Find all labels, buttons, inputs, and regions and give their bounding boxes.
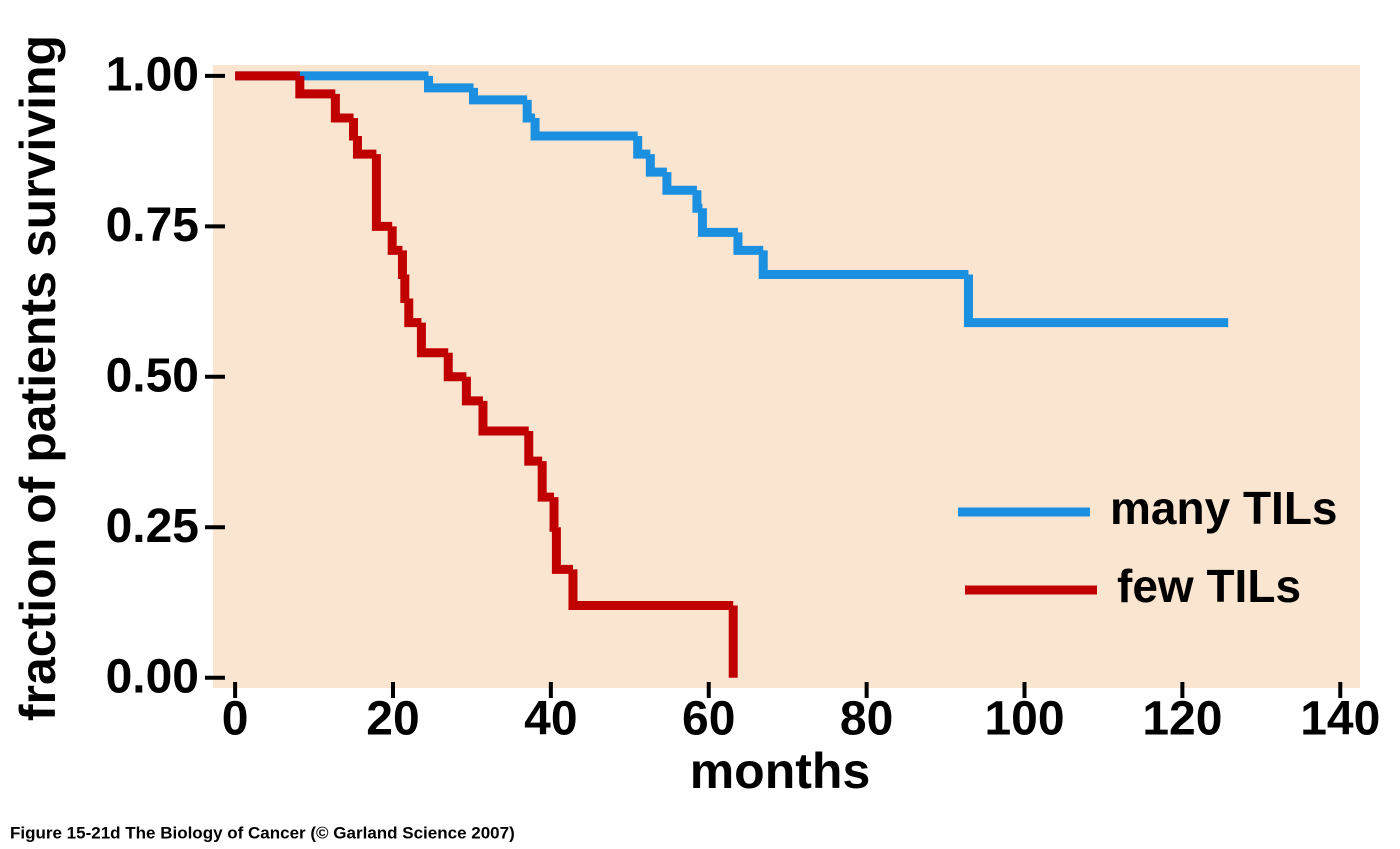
x-tick-label: 80 <box>840 693 893 746</box>
survival-step <box>645 154 667 177</box>
plot: 0 20 40 60 80 100 120 140 0.00 0.25 0.50 0.75 1.00 ma… <box>106 49 1381 746</box>
survival-step <box>330 93 354 123</box>
survival-step <box>530 117 638 141</box>
y-tick-label: 0.50 <box>106 349 199 402</box>
survival-step <box>537 461 555 502</box>
legend-label: few TILs <box>1117 560 1301 612</box>
survival-step <box>443 352 467 382</box>
survival-step <box>349 117 359 141</box>
survival-step <box>461 376 483 406</box>
y-tick-label: 0.75 <box>106 199 199 252</box>
x-tick-label: 140 <box>1300 693 1380 746</box>
y-tick-label: 0.00 <box>106 650 199 703</box>
survival-step <box>469 87 528 105</box>
y-tick-label: 0.25 <box>106 500 199 553</box>
x-tick-label: 120 <box>1142 693 1222 746</box>
survival-step <box>397 250 407 279</box>
survival-step <box>522 99 536 123</box>
x-tick-label: 100 <box>984 693 1064 746</box>
survival-step <box>758 250 969 279</box>
x-tick-label: 20 <box>366 693 419 746</box>
legend-label: many TILs <box>1110 482 1338 534</box>
survival-step <box>697 208 738 237</box>
survival-step <box>424 75 474 93</box>
survival-step <box>404 298 422 328</box>
survival-step <box>568 569 734 611</box>
y-axis-label: fraction of patients surviving <box>10 35 66 721</box>
y-tick-label: 1.00 <box>106 49 199 102</box>
survival-step <box>733 232 764 255</box>
survival-step <box>295 75 336 99</box>
x-axis-label: months <box>690 743 871 799</box>
survival-step <box>352 136 377 159</box>
x-tick-label: 0 <box>222 693 249 746</box>
survival-step <box>387 226 403 255</box>
survival-step <box>371 154 393 231</box>
caption: Figure 15-21d The Biology of Cancer (© G… <box>10 823 515 842</box>
survival-step <box>478 400 529 436</box>
plot-background <box>213 65 1360 688</box>
survival-step <box>551 527 573 574</box>
survival-step <box>549 497 559 532</box>
survival-step <box>963 274 1229 328</box>
x-tick-label: 40 <box>524 693 577 746</box>
x-tick-label: 60 <box>682 693 735 746</box>
survival-step <box>400 274 410 304</box>
survival-step <box>662 172 697 195</box>
survival-step <box>416 322 449 358</box>
